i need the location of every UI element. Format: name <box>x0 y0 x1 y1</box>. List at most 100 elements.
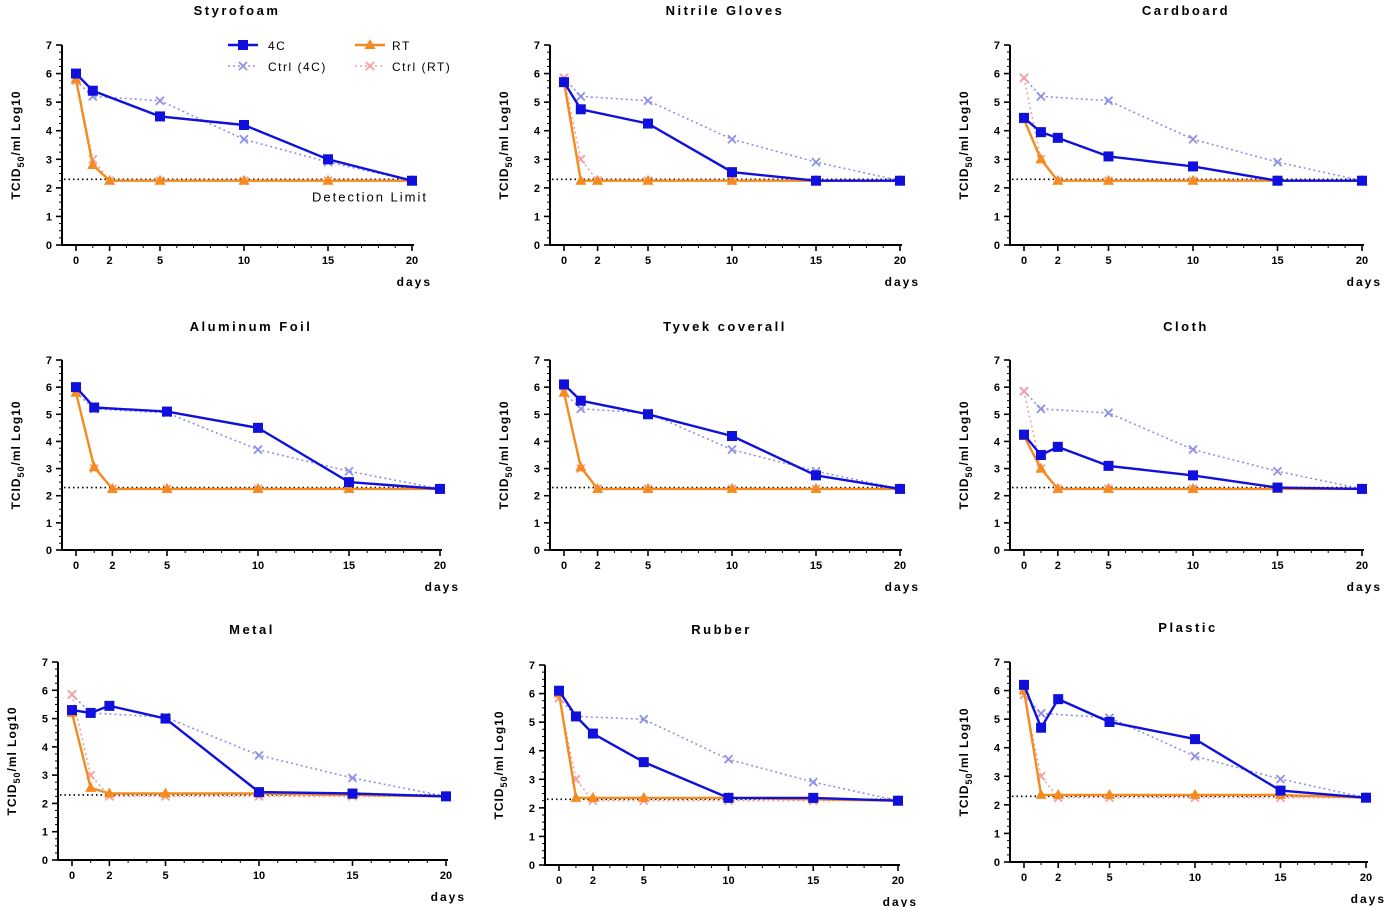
marker-rt-4 <box>252 482 264 493</box>
marker-ctrl4-3 <box>1188 134 1198 144</box>
marker-c4-5 <box>347 788 358 799</box>
series-ctrl4 <box>554 693 903 806</box>
series-line-ctrlrt <box>558 697 898 802</box>
marker-c4-4 <box>323 154 333 165</box>
marker-rt-1 <box>575 174 587 185</box>
y-axis-label: TCID50/ml Log10 <box>957 90 974 199</box>
series-line-ctrl4 <box>558 697 899 802</box>
y-tick-label: 7 <box>534 355 540 367</box>
marker-c4-2 <box>104 700 115 711</box>
x-tick-label: 2 <box>595 255 601 267</box>
marker-ctrl4-2 <box>1103 408 1114 418</box>
y-tick-label: 3 <box>534 154 540 166</box>
marker-c4-5 <box>895 483 905 494</box>
x-tick-label: 15 <box>1271 560 1283 572</box>
marker-rt-3 <box>642 174 654 185</box>
marker-c4-2 <box>155 111 165 122</box>
x-tick-label: 10 <box>1189 872 1201 884</box>
y-label-part: TCID <box>957 168 971 200</box>
y-tick-label: 7 <box>46 355 52 367</box>
y-tick-label: 5 <box>42 714 48 726</box>
y-label-part: /ml Log10 <box>9 90 23 155</box>
y-tick-label: 6 <box>534 382 540 394</box>
marker-ctrl4-3 <box>723 754 734 764</box>
y-tick-label: 5 <box>46 97 52 109</box>
y-tick-label: 4 <box>534 126 541 138</box>
marker-c4-0 <box>1019 429 1029 440</box>
y-tick-label: 2 <box>529 803 535 815</box>
marker-rt-3 <box>161 482 173 493</box>
series-c4 <box>1019 112 1367 186</box>
y-label-part: /ml Log10 <box>957 400 971 465</box>
marker-c4-4 <box>811 470 821 481</box>
marker-ctrl4-1 <box>576 91 586 102</box>
panel-title: Nitrile Gloves <box>666 3 785 18</box>
marker-rt-2 <box>1052 174 1064 185</box>
panel-title: Metal <box>229 622 275 637</box>
marker-rt-3 <box>1103 482 1114 493</box>
y-tick-label: 0 <box>994 545 1000 557</box>
y-tick-label: 3 <box>42 770 48 782</box>
marker-c4-3 <box>727 167 737 178</box>
marker-rt-1 <box>1035 462 1047 473</box>
marker-rt-5 <box>322 174 334 185</box>
marker-rt-3 <box>154 174 166 185</box>
y-tick-label: 3 <box>46 154 52 166</box>
x-tick-label: 10 <box>253 870 265 882</box>
y-label-part: /ml Log10 <box>5 706 19 771</box>
x-tick-label: 15 <box>810 255 822 267</box>
marker-c4-4 <box>1188 161 1198 172</box>
y-tick-label: 5 <box>534 409 540 421</box>
series-ctrlrt <box>71 387 445 494</box>
x-tick-label: 0 <box>1021 255 1027 267</box>
marker-rt-2 <box>1052 788 1064 799</box>
marker-ctrl4-3 <box>1188 444 1198 455</box>
marker-rt-4 <box>726 482 738 493</box>
x-tick-label: 2 <box>590 875 596 887</box>
marker-c4-1 <box>85 707 96 718</box>
x-tick-label: 10 <box>238 255 250 267</box>
marker-c4-1 <box>575 104 586 115</box>
series-ctrlrt <box>554 693 903 806</box>
series-line-rt <box>1022 118 1362 182</box>
y-tick-label: 2 <box>534 491 540 503</box>
y-tick-label: 7 <box>994 355 1000 367</box>
marker-c4-2 <box>643 409 653 420</box>
marker-c4-0 <box>67 705 77 716</box>
y-label-subscript: 50 <box>964 156 974 168</box>
marker-c4-2 <box>162 406 172 417</box>
x-tick-label: 10 <box>726 560 738 572</box>
y-tick-label: 6 <box>994 69 1000 81</box>
y-axis-label: TCID50/ml Log10 <box>9 90 26 199</box>
marker-ctrl4-3 <box>727 134 737 144</box>
marker-c4-1 <box>1036 722 1047 733</box>
y-label-subscript: 50 <box>499 776 509 788</box>
y-tick-label: 4 <box>994 126 1001 138</box>
y-tick-label: 1 <box>994 211 1000 223</box>
y-label-part: TCID <box>497 478 511 510</box>
y-tick-label: 5 <box>46 409 52 421</box>
series-line-ctrlrt <box>75 392 440 490</box>
x-tick-label: 5 <box>164 560 170 572</box>
marker-c4-2 <box>1052 441 1063 452</box>
y-label-part: /ml Log10 <box>957 707 971 772</box>
panel-title: Cloth <box>1163 319 1209 334</box>
x-tick-label: 0 <box>556 875 562 887</box>
marker-rt-2 <box>1052 482 1064 493</box>
marker-ctrl4-4 <box>1272 157 1283 167</box>
series-line-ctrl4 <box>75 80 413 182</box>
y-tick-label: 6 <box>46 69 52 81</box>
marker-c4-4 <box>723 792 734 803</box>
marker-c4-0 <box>71 68 81 79</box>
y-label-subscript: 50 <box>964 466 974 478</box>
x-tick-label: 0 <box>73 255 79 267</box>
marker-c4-4 <box>254 787 264 798</box>
series-rt <box>553 687 904 805</box>
series-c4 <box>67 700 451 802</box>
marker-c4-0 <box>1019 679 1029 690</box>
y-tick-label: 5 <box>534 97 540 109</box>
y-tick-label: 0 <box>46 545 52 557</box>
y-tick-label: 6 <box>534 69 540 81</box>
series-line-ctrlrt <box>563 77 900 182</box>
marker-c4-5 <box>895 175 905 186</box>
